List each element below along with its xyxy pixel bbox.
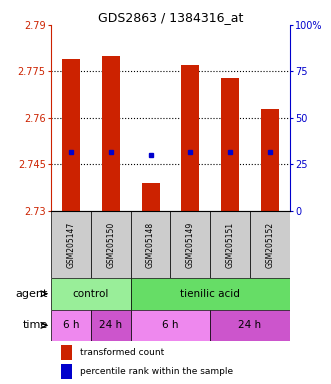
- Text: agent: agent: [16, 289, 48, 299]
- Text: GSM205147: GSM205147: [67, 221, 76, 268]
- Text: 24 h: 24 h: [99, 320, 122, 330]
- Text: GSM205151: GSM205151: [225, 222, 235, 268]
- Bar: [131, 278, 290, 310]
- Bar: [131, 211, 170, 278]
- Bar: [91, 310, 131, 341]
- Bar: [210, 211, 250, 278]
- Text: transformed count: transformed count: [80, 348, 164, 357]
- Bar: [91, 211, 131, 278]
- Text: GSM205148: GSM205148: [146, 222, 155, 268]
- Bar: [51, 278, 131, 310]
- Bar: [131, 310, 210, 341]
- Text: GSM205152: GSM205152: [265, 222, 274, 268]
- Bar: [170, 211, 210, 278]
- Bar: [102, 56, 120, 211]
- Text: 6 h: 6 h: [162, 320, 179, 330]
- Text: time: time: [23, 320, 48, 330]
- Text: 6 h: 6 h: [63, 320, 79, 330]
- Bar: [261, 109, 279, 211]
- Bar: [61, 364, 72, 379]
- Text: control: control: [73, 289, 109, 299]
- Bar: [221, 78, 239, 211]
- Text: percentile rank within the sample: percentile rank within the sample: [80, 367, 233, 376]
- Title: GDS2863 / 1384316_at: GDS2863 / 1384316_at: [98, 11, 243, 24]
- Bar: [51, 310, 91, 341]
- Bar: [210, 310, 290, 341]
- Bar: [142, 183, 160, 211]
- Bar: [62, 59, 80, 211]
- Text: 24 h: 24 h: [238, 320, 261, 330]
- Bar: [250, 211, 290, 278]
- Text: GSM205150: GSM205150: [106, 221, 116, 268]
- Bar: [181, 65, 199, 211]
- Bar: [61, 345, 72, 359]
- Text: tienilic acid: tienilic acid: [180, 289, 240, 299]
- Bar: [51, 211, 91, 278]
- Text: GSM205149: GSM205149: [186, 221, 195, 268]
